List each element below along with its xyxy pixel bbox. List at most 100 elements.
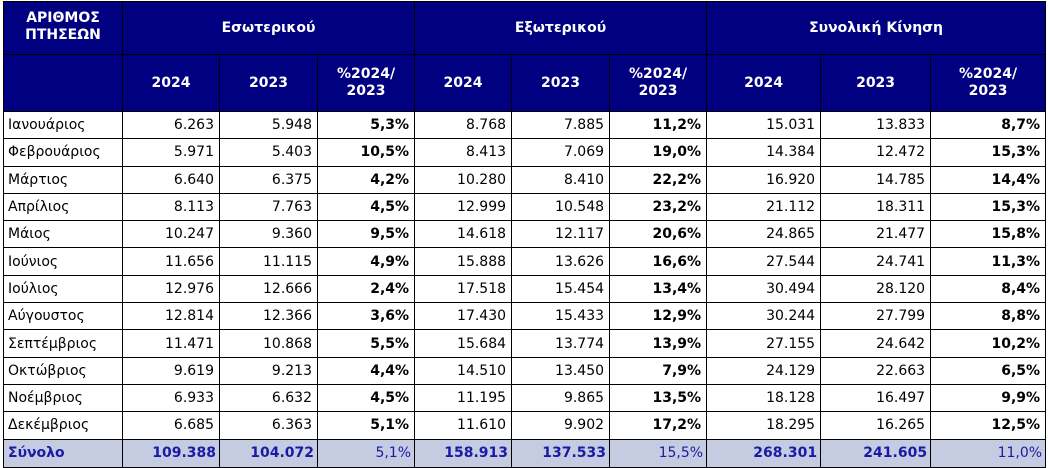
totals-intl-2024: 158.913 xyxy=(414,438,513,468)
total-pct-cell: 15,8% xyxy=(930,220,1047,249)
total-pct-cell: 6,5% xyxy=(930,356,1047,385)
total-2024-cell: 15.031 xyxy=(706,110,822,140)
col-header-pct: %2024/2023 xyxy=(930,54,1047,112)
total-pct-cell: 8,8% xyxy=(930,302,1047,331)
intl-pct-cell: 11,2% xyxy=(609,110,708,140)
dom-2023-cell: 5.403 xyxy=(219,138,318,167)
dom-2024-cell: 6.263 xyxy=(122,110,220,140)
dom-2024-cell: 6.685 xyxy=(122,411,220,440)
intl-pct-cell: 16,6% xyxy=(609,247,708,276)
table-row: Σεπτέμβριος 11.471 10.868 5,5% 15.684 13.774 1… xyxy=(3,329,1047,358)
total-2023-cell: 24.741 xyxy=(820,247,932,276)
intl-pct-cell: 13,9% xyxy=(609,329,708,358)
totals-dom-pct: 5,1% xyxy=(316,438,416,468)
total-2024-cell: 24.129 xyxy=(706,356,822,385)
total-2023-cell: 14.785 xyxy=(820,165,932,194)
dom-pct-cell: 5,1% xyxy=(316,411,416,440)
intl-2023-cell: 12.117 xyxy=(511,220,611,249)
total-2023-cell: 24.642 xyxy=(820,329,932,358)
col-header-pct: %2024/2023 xyxy=(316,54,416,112)
table-row: Φεβρουάριος 5.971 5.403 10,5% 8.413 7.069 19,0… xyxy=(3,138,1047,167)
dom-pct-cell: 10,5% xyxy=(316,138,416,167)
intl-pct-cell: 17,2% xyxy=(609,411,708,440)
dom-2024-cell: 11.656 xyxy=(122,247,220,276)
table-row: Ιανουάριος 6.263 5.948 5,3% 8.768 7.885 11,2% 1… xyxy=(3,110,1047,140)
dom-2023-cell: 9.213 xyxy=(219,356,318,385)
dom-pct-cell: 3,6% xyxy=(316,302,416,331)
totals-total-2024: 268.301 xyxy=(706,438,822,468)
totals-total-2023: 241.605 xyxy=(820,438,932,468)
intl-2024-cell: 14.618 xyxy=(414,220,513,249)
dom-pct-cell: 2,4% xyxy=(316,274,416,304)
table-row: Αύγουστος 12.814 12.366 3,6% 17.430 15.433 12,… xyxy=(3,302,1047,331)
col-header-pct-line2: 2023 xyxy=(346,83,386,99)
dom-pct-cell: 4,9% xyxy=(316,247,416,276)
intl-2023-cell: 15.433 xyxy=(511,302,611,331)
total-pct-cell: 15,3% xyxy=(930,192,1047,222)
table-row: Μάιος 10.247 9.360 9,5% 14.618 12.117 20,6% 24.… xyxy=(3,220,1047,249)
month-cell: Απρίλιος xyxy=(3,192,123,222)
month-cell: Μάιος xyxy=(3,220,123,249)
dom-pct-cell: 4,5% xyxy=(316,383,416,413)
dom-2024-cell: 11.471 xyxy=(122,329,220,358)
table-row: Ιούλιος 12.976 12.666 2,4% 17.518 15.454 13,4%… xyxy=(3,274,1047,304)
dom-2023-cell: 12.666 xyxy=(219,274,318,304)
dom-2023-cell: 6.375 xyxy=(219,165,318,194)
totals-row: Σύνολο 109.388 104.072 5,1% 158.913 137.… xyxy=(3,438,1047,468)
total-2023-cell: 27.799 xyxy=(820,302,932,331)
intl-2024-cell: 11.195 xyxy=(414,383,513,413)
intl-2024-cell: 12.999 xyxy=(414,192,513,222)
intl-2023-cell: 8.410 xyxy=(511,165,611,194)
total-pct-cell: 8,4% xyxy=(930,274,1047,304)
intl-2024-cell: 17.430 xyxy=(414,302,513,331)
dom-pct-cell: 5,5% xyxy=(316,329,416,358)
totals-dom-2023: 104.072 xyxy=(219,438,318,468)
col-header-year-2024: 2024 xyxy=(706,54,822,112)
dom-2024-cell: 5.971 xyxy=(122,138,220,167)
month-cell: Φεβρουάριος xyxy=(3,138,123,167)
group-header-total: Συνολική Κίνηση xyxy=(706,1,1047,55)
table-row: Μάρτιος 6.640 6.375 4,2% 10.280 8.410 22,2% 16.… xyxy=(3,165,1047,194)
intl-pct-cell: 19,0% xyxy=(609,138,708,167)
intl-pct-cell: 22,2% xyxy=(609,165,708,194)
dom-pct-cell: 4,5% xyxy=(316,192,416,222)
total-pct-cell: 11,3% xyxy=(930,247,1047,276)
month-cell: Αύγουστος xyxy=(3,302,123,331)
totals-dom-2024: 109.388 xyxy=(122,438,220,468)
intl-pct-cell: 13,5% xyxy=(609,383,708,413)
totals-intl-pct: 15,5% xyxy=(609,438,708,468)
col-header-year-2024: 2024 xyxy=(122,54,220,112)
table-footer: Σύνολο 109.388 104.072 5,1% 158.913 137.… xyxy=(3,438,1047,468)
corner-header-line1: ΑΡΙΘΜΟΣ xyxy=(26,10,100,26)
total-2023-cell: 22.663 xyxy=(820,356,932,385)
col-header-year-2023: 2023 xyxy=(820,54,932,112)
total-pct-cell: 8,7% xyxy=(930,110,1047,140)
col-header-pct: %2024/2023 xyxy=(609,54,708,112)
total-pct-cell: 12,5% xyxy=(930,411,1047,440)
total-2024-cell: 21.112 xyxy=(706,192,822,222)
col-header-pct-line2: 2023 xyxy=(638,83,678,99)
totals-label: Σύνολο xyxy=(3,438,123,468)
total-pct-cell: 15,3% xyxy=(930,138,1047,167)
totals-intl-2023: 137.533 xyxy=(511,438,611,468)
total-2024-cell: 27.155 xyxy=(706,329,822,358)
total-2023-cell: 12.472 xyxy=(820,138,932,167)
month-cell: Δεκέμβριος xyxy=(3,411,123,440)
intl-2023-cell: 13.626 xyxy=(511,247,611,276)
intl-pct-cell: 23,2% xyxy=(609,192,708,222)
dom-pct-cell: 9,5% xyxy=(316,220,416,249)
intl-pct-cell: 13,4% xyxy=(609,274,708,304)
total-2024-cell: 30.494 xyxy=(706,274,822,304)
total-2024-cell: 18.128 xyxy=(706,383,822,413)
dom-2023-cell: 6.632 xyxy=(219,383,318,413)
table-body: Ιανουάριος 6.263 5.948 5,3% 8.768 7.885 11,2% 1… xyxy=(3,110,1047,440)
dom-2023-cell: 9.360 xyxy=(219,220,318,249)
dom-2024-cell: 10.247 xyxy=(122,220,220,249)
table-header: ΑΡΙΘΜΟΣ ΠΤΗΣΕΩΝ Εσωτερικού Εξωτερικού Συ… xyxy=(3,1,1047,112)
col-header-year-2023: 2023 xyxy=(511,54,611,112)
dom-2023-cell: 5.948 xyxy=(219,110,318,140)
intl-2023-cell: 10.548 xyxy=(511,192,611,222)
total-2024-cell: 30.244 xyxy=(706,302,822,331)
intl-2023-cell: 15.454 xyxy=(511,274,611,304)
dom-pct-cell: 5,3% xyxy=(316,110,416,140)
